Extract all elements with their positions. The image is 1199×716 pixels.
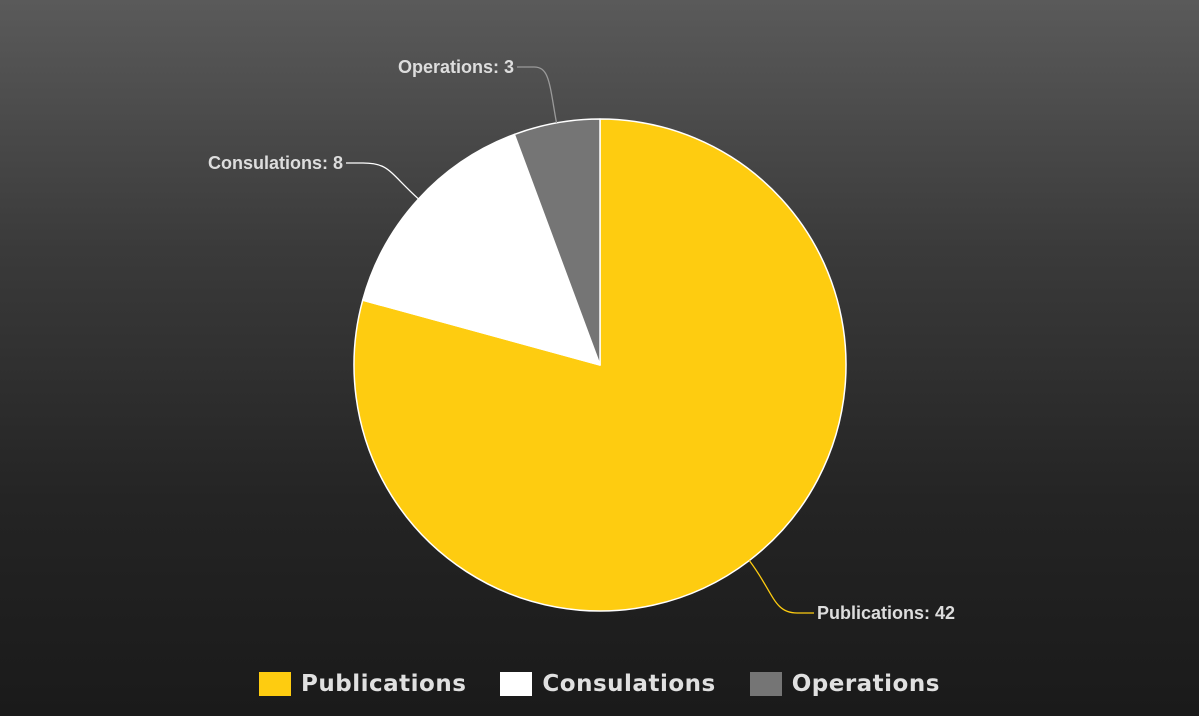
legend-item-consulations[interactable]: Consulations — [500, 671, 715, 697]
leader-line-consulations — [346, 162, 419, 200]
data-label-publications: Publications: 42 — [817, 603, 955, 623]
legend-item-publications[interactable]: Publications — [259, 671, 466, 697]
data-label-consulations: Consulations: 8 — [208, 153, 343, 173]
legend: Publications Consulations Operations — [0, 664, 1199, 704]
pie-slice-operations[interactable] — [513, 118, 601, 366]
leader-line-operations — [517, 66, 558, 123]
leader-lines — [346, 66, 814, 614]
pie-slices — [353, 118, 847, 612]
legend-label-publications: Publications — [301, 671, 467, 697]
leader-line-publications — [748, 560, 814, 614]
legend-item-operations[interactable]: Operations — [749, 671, 940, 697]
legend-label-operations: Operations — [791, 671, 940, 697]
legend-swatch-publications — [259, 672, 292, 696]
data-label-operations: Operations: 3 — [398, 57, 514, 77]
data-labels: Publications: 42 Consulations: 8 Operation… — [208, 57, 955, 623]
legend-swatch-operations — [749, 672, 782, 696]
legend-label-consulations: Consulations — [542, 671, 716, 697]
pie-slice-consulations[interactable] — [361, 133, 601, 366]
legend-swatch-consulations — [500, 672, 533, 696]
